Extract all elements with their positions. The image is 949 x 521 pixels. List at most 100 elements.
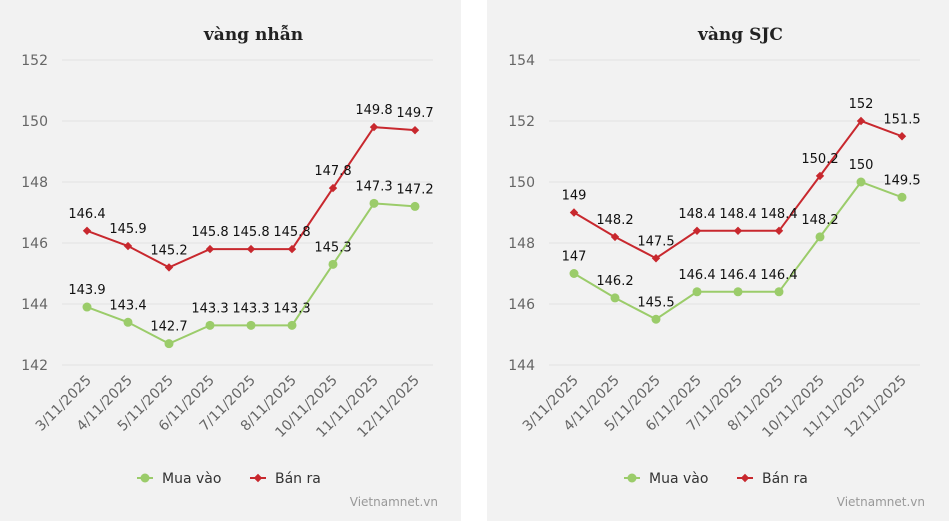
y-tick-label: 154: [508, 53, 535, 69]
series-line-mua-vao: [573, 180, 903, 321]
data-label: 146.4: [719, 268, 756, 283]
data-point: [123, 317, 133, 327]
data-point: [815, 171, 825, 181]
data-label: 150.2: [801, 152, 838, 167]
data-point: [815, 232, 825, 242]
data-point: [774, 226, 784, 235]
data-point: [692, 226, 702, 235]
data-point: [410, 125, 420, 135]
legend-label: Bán ra: [275, 471, 321, 487]
y-tick-label: 150: [21, 114, 48, 130]
y-tick-label: 148: [21, 175, 48, 191]
y-tick-label: 148: [508, 236, 535, 252]
data-label: 147.3: [355, 179, 392, 194]
y-tick-label: 146: [508, 297, 535, 313]
data-label: 149: [562, 189, 587, 204]
data-label: 143.3: [191, 301, 228, 316]
data-label: 151.5: [883, 112, 920, 127]
data-point: [569, 208, 579, 217]
data-point: [856, 116, 866, 126]
data-label: 147.8: [314, 164, 351, 179]
data-point: [610, 293, 620, 303]
series-line-ban-ra: [573, 119, 903, 260]
data-point: [733, 287, 743, 297]
chart-vang-sjc: vàng SJC1441461481501521543/11/20254/11/…: [508, 25, 925, 509]
data-label: 148.2: [596, 213, 633, 228]
data-point: [692, 287, 702, 297]
data-label: 147: [562, 250, 587, 265]
data-label: 147.2: [396, 182, 433, 197]
data-point: [123, 241, 133, 251]
data-label: 146.4: [68, 207, 105, 222]
source-credit: Vietnamnet.vn: [350, 495, 438, 509]
data-point: [287, 320, 297, 330]
data-point: [164, 339, 174, 349]
data-label: 145.5: [637, 295, 674, 310]
legend-marker: [140, 473, 150, 483]
data-point: [369, 122, 379, 132]
y-tick-label: 146: [21, 236, 48, 252]
data-label: 146.4: [678, 268, 715, 283]
data-label: 148.4: [678, 207, 715, 222]
data-point: [610, 232, 620, 242]
data-label: 146.4: [760, 268, 797, 283]
data-label: 149.5: [883, 173, 920, 188]
data-point: [897, 192, 907, 202]
chart-panel-vang-sjc: vàng SJC 144 146 148 150 152 154 3/11/2025 4/11/…: [487, 0, 949, 521]
panel-divider: [461, 0, 487, 521]
data-label: 149.7: [396, 106, 433, 121]
data-point: [205, 320, 215, 330]
source-credit: Vietnamnet.vn: [837, 495, 925, 509]
data-label: 145.8: [273, 225, 310, 240]
data-label: 145.8: [232, 225, 269, 240]
data-point: [246, 244, 256, 254]
data-point: [897, 132, 907, 141]
data-label: 143.9: [68, 283, 105, 298]
y-tick-label: 142: [21, 358, 48, 374]
data-label: 142.7: [150, 320, 187, 335]
data-point: [205, 244, 215, 254]
data-label: 145.2: [150, 243, 187, 258]
y-tick-label: 144: [21, 297, 48, 313]
data-point: [369, 198, 379, 208]
data-label: 148.4: [760, 207, 797, 222]
legend-label: Mua vào: [162, 471, 221, 487]
chart-vang-nhan: vàng nhẫn1421441461481501523/11/20254/11…: [21, 25, 438, 509]
y-tick-label: 152: [508, 114, 535, 130]
data-point: [164, 263, 174, 272]
data-point: [856, 177, 866, 187]
y-tick-label: 144: [508, 358, 535, 374]
data-label: 145.8: [191, 225, 228, 240]
y-tick-label: 150: [508, 175, 535, 191]
data-label: 148.4: [719, 207, 756, 222]
data-point: [733, 226, 743, 235]
data-point: [82, 302, 92, 312]
data-label: 145.9: [109, 222, 146, 237]
data-point: [410, 201, 420, 211]
chart-title: vàng nhẫn: [203, 25, 303, 45]
data-point: [569, 269, 579, 278]
data-label: 152: [849, 97, 874, 112]
data-point: [328, 259, 338, 269]
data-label: 143.3: [232, 301, 269, 316]
legend-marker: [627, 473, 637, 483]
chart-title: vàng SJC: [697, 25, 783, 45]
data-label: 145.3: [314, 240, 351, 255]
data-label: 143.4: [109, 298, 146, 313]
data-point: [651, 314, 661, 324]
chart-panel-vang-nhan: vàng nhẫn 142 144 146 148 150 152 3/11/2025 4/11…: [0, 0, 461, 521]
legend-marker: [740, 473, 750, 483]
data-point: [246, 320, 256, 330]
data-label: 146.2: [596, 274, 633, 289]
data-point: [287, 244, 297, 254]
data-point: [328, 183, 338, 193]
data-label: 149.8: [355, 103, 392, 118]
data-label: 143.3: [273, 301, 310, 316]
legend-marker: [253, 473, 263, 483]
y-tick-label: 152: [21, 53, 48, 69]
data-label: 150: [849, 158, 874, 173]
data-point: [651, 254, 661, 263]
legend-label: Mua vào: [649, 471, 708, 487]
data-label: 148.2: [801, 213, 838, 228]
data-label: 147.5: [637, 234, 674, 249]
